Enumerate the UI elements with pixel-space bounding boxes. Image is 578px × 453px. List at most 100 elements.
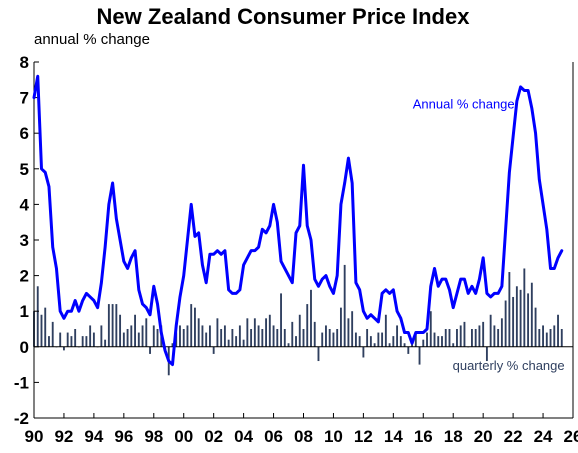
quarterly-bar	[201, 325, 204, 347]
quarterly-bar	[246, 318, 249, 347]
quarterly-bar	[377, 332, 380, 347]
quarterly-bar	[107, 304, 110, 347]
quarterly-bar	[343, 264, 346, 347]
x-tick-label: 98	[144, 427, 163, 446]
quarterly-bar	[291, 321, 294, 347]
quarterly-bar	[497, 329, 500, 347]
quarterly-bar	[171, 343, 174, 347]
quarterly-bar	[354, 332, 357, 347]
quarterly-bar	[448, 329, 451, 347]
quarterly-bar	[126, 329, 129, 347]
x-tick-label: 02	[204, 427, 223, 446]
quarterly-bar	[36, 286, 39, 347]
y-tick-label: 7	[20, 89, 29, 108]
y-axis-label: annual % change	[34, 31, 150, 48]
quarterly-bar	[119, 314, 122, 347]
quarterly-bar	[310, 289, 312, 347]
quarterly-bar	[527, 293, 530, 347]
quarterly-bar	[534, 307, 537, 347]
quarterly-bar	[396, 325, 399, 347]
quarterly-bar	[433, 332, 436, 347]
quarterly-bar	[485, 346, 488, 362]
y-tick-label: 6	[20, 124, 29, 143]
x-tick-label: 12	[354, 427, 373, 446]
quarterly-bar	[89, 325, 92, 347]
quarterly-bar	[194, 307, 196, 347]
quarterly-bar	[560, 329, 563, 347]
quarterly-bar	[261, 329, 264, 347]
quarterly-bar	[81, 336, 84, 347]
quarterly-bar	[429, 311, 432, 347]
y-tick-label: -2	[14, 409, 29, 428]
quarterly-bar	[388, 343, 391, 347]
quarterly-bar	[471, 329, 473, 347]
quarterly-bar	[216, 318, 219, 347]
quarterly-bar	[403, 343, 406, 347]
quarterly-bar	[545, 332, 548, 347]
quarterly-bar	[137, 332, 140, 347]
quarterly-bar	[231, 329, 234, 347]
quarterly-bars	[33, 264, 563, 376]
quarterly-bar	[459, 325, 462, 347]
quarterly-bar	[519, 289, 522, 347]
quarterly-bar	[422, 339, 425, 347]
x-tick-label: 22	[504, 427, 523, 446]
quarterly-bar	[63, 346, 65, 351]
quarterly-bar	[253, 318, 256, 347]
x-tick-label: 06	[264, 427, 283, 446]
quarterly-bar	[549, 329, 552, 347]
quarterly-bar	[474, 329, 477, 347]
quarterly-bar	[407, 346, 410, 354]
quarterly-bar	[463, 321, 466, 347]
quarterly-bar	[441, 336, 443, 347]
x-tick-label: 20	[474, 427, 493, 446]
quarterly-bar	[366, 329, 369, 347]
quarterly-bar	[493, 325, 496, 347]
quarterly-bar	[351, 311, 354, 347]
quarterly-bar	[347, 318, 350, 347]
annotations: Annual % change quarterly % change	[413, 96, 565, 373]
quarterly-bar	[437, 336, 440, 347]
x-tick-label: 90	[25, 427, 44, 446]
quarterly-bar	[227, 339, 230, 347]
quarterly-bar	[306, 304, 309, 347]
quarterly-bar	[500, 318, 503, 347]
quarterly-bar	[276, 329, 279, 347]
quarterly-bar	[384, 314, 387, 347]
quarterly-bar	[212, 346, 215, 354]
quarterly-bar	[130, 325, 133, 347]
quarterly-bar	[242, 339, 245, 347]
quarterly-bar	[59, 332, 62, 347]
quarterly-bar	[373, 343, 376, 347]
quarterly-bar	[111, 304, 114, 347]
x-tick-label: 94	[84, 427, 103, 446]
quarterly-bar	[104, 339, 107, 347]
y-tick-label: 1	[20, 302, 29, 321]
quarterly-bar	[235, 336, 238, 347]
x-tick-label: 04	[234, 427, 253, 446]
x-tick-label: 92	[54, 427, 73, 446]
quarterly-bar	[358, 336, 361, 347]
x-tick-label: 08	[294, 427, 313, 446]
quarterly-bar	[426, 332, 428, 347]
quarterly-bar	[336, 329, 339, 347]
quarterly-bar	[223, 325, 226, 347]
quarterly-bar	[145, 318, 148, 347]
axes	[33, 61, 574, 419]
quarterly-bar	[557, 314, 559, 347]
x-tick-label: 24	[534, 427, 553, 446]
annual-annotation: Annual % change	[413, 96, 515, 111]
quarterly-bar	[302, 329, 305, 347]
x-tick-label: 00	[174, 427, 193, 446]
quarterly-bar	[149, 346, 151, 354]
quarterly-bar	[197, 318, 200, 347]
quarterly-bar	[280, 293, 282, 347]
y-tick-label: -1	[14, 373, 29, 392]
quarterly-bar	[92, 332, 95, 347]
quarterly-bar	[238, 325, 241, 347]
quarterly-bar	[530, 282, 533, 347]
quarterly-bar	[44, 307, 47, 347]
quarterly-bar	[418, 346, 421, 365]
